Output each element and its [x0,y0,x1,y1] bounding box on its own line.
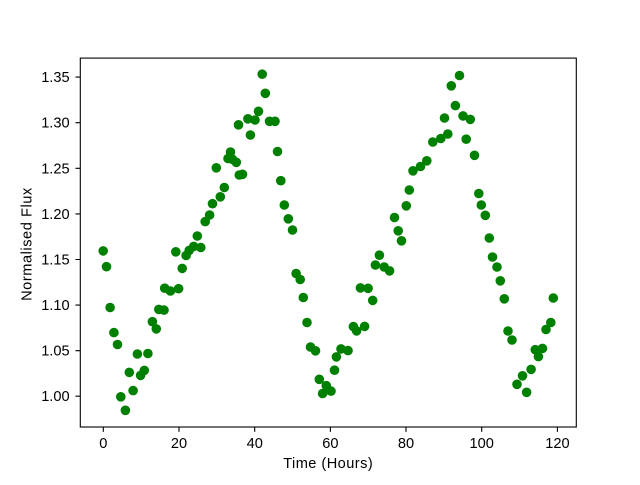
svg-text:40: 40 [247,436,263,452]
svg-text:1.20: 1.20 [41,207,69,223]
svg-text:1.05: 1.05 [41,344,69,360]
svg-text:100: 100 [470,436,494,452]
svg-text:0: 0 [99,436,107,452]
svg-text:Normalised Flux: Normalised Flux [19,187,35,301]
svg-text:60: 60 [322,436,338,452]
svg-text:1.30: 1.30 [41,116,69,132]
svg-text:1.00: 1.00 [41,389,69,405]
svg-text:1.10: 1.10 [41,298,69,314]
svg-text:1.25: 1.25 [41,161,69,177]
svg-text:120: 120 [545,436,569,452]
svg-text:20: 20 [171,436,187,452]
svg-text:80: 80 [398,436,414,452]
svg-text:1.35: 1.35 [41,70,69,86]
svg-text:Time (Hours): Time (Hours) [283,456,373,472]
svg-text:1.15: 1.15 [41,253,69,269]
